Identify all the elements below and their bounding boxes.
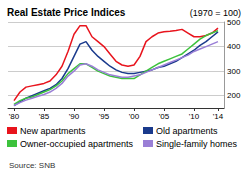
svg-text:'90: '90	[69, 112, 80, 121]
svg-text:New apartments: New apartments	[20, 126, 86, 136]
svg-text:'10: '10	[189, 112, 200, 121]
svg-text:400: 400	[227, 42, 241, 51]
svg-text:300: 300	[227, 67, 241, 76]
svg-text:(1970 = 100): (1970 = 100)	[190, 8, 241, 18]
svg-text:Source: SNB: Source: SNB	[9, 161, 55, 170]
svg-text:Real Estate Price Indices: Real Estate Price Indices	[7, 7, 126, 18]
svg-text:500: 500	[227, 18, 241, 27]
svg-text:'14: '14	[213, 112, 224, 121]
svg-text:'05: '05	[159, 112, 170, 121]
svg-text:'80: '80	[9, 112, 20, 121]
svg-text:Owner-occupied apartments: Owner-occupied apartments	[20, 139, 134, 149]
svg-text:200: 200	[227, 91, 241, 100]
svg-text:'95: '95	[99, 112, 110, 121]
svg-text:Old apartments: Old apartments	[156, 126, 218, 136]
svg-text:'85: '85	[39, 112, 50, 121]
svg-text:Single-family homes: Single-family homes	[156, 139, 238, 149]
svg-text:'00: '00	[129, 112, 140, 121]
